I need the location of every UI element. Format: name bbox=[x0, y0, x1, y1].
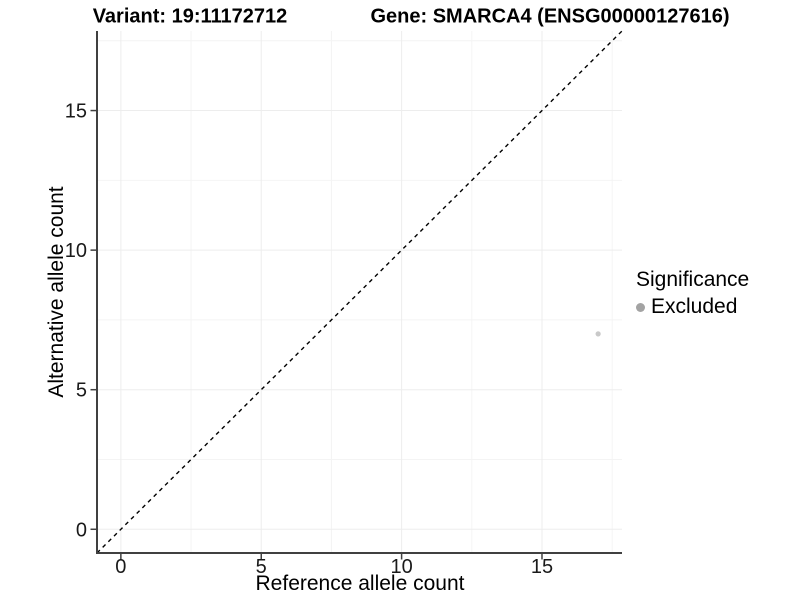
excluded-point-icon bbox=[636, 302, 645, 312]
x-tick-label: 5 bbox=[256, 556, 267, 578]
legend-item-excluded: Excluded bbox=[636, 295, 749, 319]
legend: Significance Excluded bbox=[636, 268, 749, 319]
legend-item-label: Excluded bbox=[651, 295, 738, 318]
y-tick-label: 10 bbox=[65, 240, 87, 262]
variant-title: Variant: 19:11172712 bbox=[92, 5, 288, 28]
y-tick-label: 15 bbox=[65, 101, 87, 123]
gene-title: Gene: SMARCA4 (ENSG00000127616) bbox=[370, 5, 730, 28]
x-tick-label: 0 bbox=[115, 556, 126, 578]
y-tick-label: 5 bbox=[76, 380, 87, 402]
y-tick-label: 0 bbox=[76, 519, 87, 541]
x-axis-title: Reference allele count bbox=[255, 572, 465, 595]
identity-dashed-line bbox=[96, 30, 623, 554]
legend-title: Significance bbox=[636, 268, 750, 291]
y-axis-title: Alternative allele count bbox=[45, 186, 68, 398]
x-tick-label: 15 bbox=[531, 556, 553, 578]
x-tick-label: 10 bbox=[390, 556, 412, 578]
data-point-excluded bbox=[595, 331, 601, 337]
